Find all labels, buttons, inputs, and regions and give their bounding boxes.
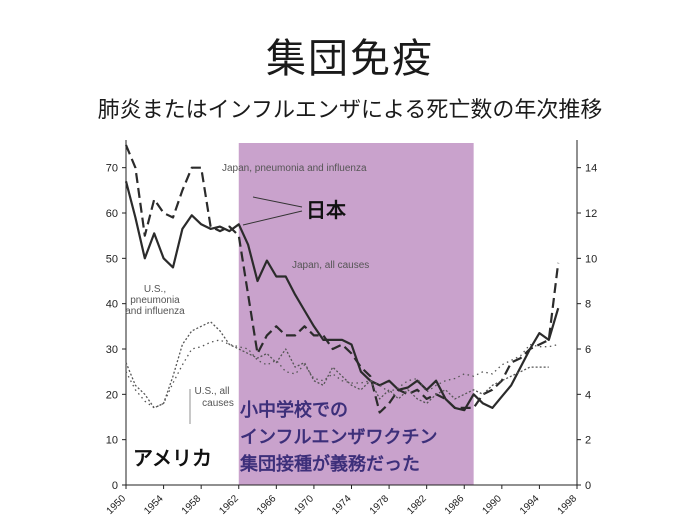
right-tick-label: 4 xyxy=(585,389,591,401)
x-tick-label: 1950 xyxy=(105,493,129,517)
series-line-1 xyxy=(124,144,560,414)
left-tick-label: 50 xyxy=(106,253,118,265)
x-tick-label: 1994 xyxy=(518,493,542,517)
left-tick-label: 10 xyxy=(106,435,118,447)
label-us-pi-line2: pneumonia xyxy=(130,295,180,306)
right-tick-label: 6 xyxy=(585,344,591,356)
left-tick-label: 60 xyxy=(106,208,118,220)
x-tick-label: 1962 xyxy=(217,493,241,517)
nihon-leader-2 xyxy=(242,210,303,226)
x-tick-label: 1970 xyxy=(293,493,317,517)
label-us-all-line2: causes xyxy=(202,398,234,409)
label-us-pi-line3: and influenza xyxy=(125,306,185,317)
x-tick-label: 1986 xyxy=(443,493,467,517)
label-us-pi-line1: U.S., xyxy=(144,284,166,295)
x-tick-label: 1982 xyxy=(405,493,429,517)
label-america: アメリカ xyxy=(133,446,212,470)
left-tick-label: 20 xyxy=(106,389,118,401)
x-tick-label: 1954 xyxy=(142,493,166,517)
left-tick-label: 30 xyxy=(106,344,118,356)
series-lines xyxy=(124,144,560,414)
right-tick-label: 0 xyxy=(585,480,591,492)
right-tick-label: 14 xyxy=(585,163,597,175)
left-tick-label: 0 xyxy=(112,480,118,492)
policy-note-line3: 集団接種が義務だった xyxy=(239,453,420,475)
slide-subtitle: 肺炎またはインフルエンザによる死亡数の年次推移 xyxy=(97,98,603,123)
x-tick-label: 1998 xyxy=(556,493,580,517)
x-tick-label: 1966 xyxy=(255,493,279,517)
left-tick-label: 70 xyxy=(106,163,118,175)
policy-note-line2: インフルエンザワクチン xyxy=(240,427,437,448)
x-tick-label: 1990 xyxy=(480,493,504,517)
x-tick-label: 1978 xyxy=(368,493,392,517)
right-tick-label: 12 xyxy=(585,208,597,220)
right-tick-label: 2 xyxy=(585,435,591,447)
label-us-all-line1: U.S., all xyxy=(194,386,229,397)
left-tick-label: 40 xyxy=(106,299,118,311)
label-nihon: 日本 xyxy=(306,198,346,222)
label-japan-pi: Japan, pneumonia and influenza xyxy=(222,163,367,174)
vaccination-period-shade xyxy=(238,143,474,485)
x-tick-label: 1958 xyxy=(180,493,204,517)
right-tick-label: 8 xyxy=(585,299,591,311)
series-line-4 xyxy=(125,339,559,409)
slide-title: 集団免疫 xyxy=(266,36,434,82)
series-line-3 xyxy=(125,321,549,409)
label-japan-all: Japan, all causes xyxy=(292,260,369,271)
policy-note-line1: 小中学校での xyxy=(240,399,348,421)
right-tick-label: 10 xyxy=(585,253,597,265)
nihon-leader-1 xyxy=(252,196,303,208)
series-line-2 xyxy=(124,181,560,412)
x-tick-label: 1974 xyxy=(330,493,354,517)
